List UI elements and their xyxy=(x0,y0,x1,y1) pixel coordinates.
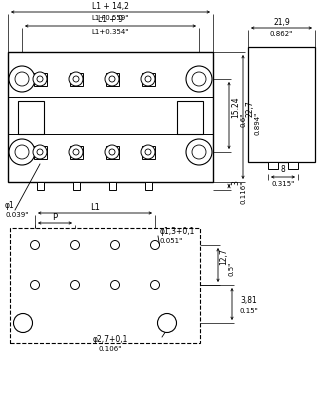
Text: L1 + 9: L1 + 9 xyxy=(98,16,123,24)
Bar xyxy=(106,72,118,86)
Text: φ2,7+0,1: φ2,7+0,1 xyxy=(92,336,128,344)
Circle shape xyxy=(145,76,151,82)
Circle shape xyxy=(69,72,83,86)
Text: 0.116": 0.116" xyxy=(240,180,246,204)
Circle shape xyxy=(109,76,115,82)
Bar xyxy=(8,52,213,182)
Text: 3,81: 3,81 xyxy=(240,296,257,304)
Text: 0.5": 0.5" xyxy=(228,262,234,276)
Circle shape xyxy=(111,280,119,290)
Text: 0.862": 0.862" xyxy=(270,31,293,37)
Text: 15.24: 15.24 xyxy=(232,97,240,118)
Circle shape xyxy=(15,145,29,159)
Circle shape xyxy=(31,280,39,290)
Bar xyxy=(70,72,83,86)
Circle shape xyxy=(186,139,212,165)
Text: L1+0.354": L1+0.354" xyxy=(92,29,129,35)
Bar xyxy=(18,101,44,134)
Text: L1 + 14,2: L1 + 14,2 xyxy=(92,2,129,10)
Text: 0.106": 0.106" xyxy=(98,346,122,352)
Text: L1+0.559": L1+0.559" xyxy=(92,15,129,21)
Text: 22,7: 22,7 xyxy=(245,101,255,117)
Bar xyxy=(268,162,278,169)
Circle shape xyxy=(141,145,155,159)
Bar xyxy=(33,72,47,86)
Circle shape xyxy=(157,314,176,332)
Text: 0.894": 0.894" xyxy=(254,111,260,135)
Circle shape xyxy=(111,240,119,250)
Text: φ1,3+0,1: φ1,3+0,1 xyxy=(160,228,195,236)
Circle shape xyxy=(9,66,35,92)
Circle shape xyxy=(13,314,32,332)
Circle shape xyxy=(33,145,47,159)
Circle shape xyxy=(109,149,115,155)
Bar xyxy=(109,182,115,190)
Bar xyxy=(145,182,152,190)
Bar xyxy=(288,162,298,169)
Circle shape xyxy=(33,72,47,86)
Circle shape xyxy=(145,149,151,155)
Bar xyxy=(36,182,44,190)
Text: 0.315": 0.315" xyxy=(271,181,295,187)
Bar xyxy=(70,146,83,158)
Circle shape xyxy=(151,280,159,290)
Bar xyxy=(106,146,118,158)
Circle shape xyxy=(71,280,79,290)
Circle shape xyxy=(31,240,39,250)
Text: φ1: φ1 xyxy=(5,200,15,210)
Text: 0.15": 0.15" xyxy=(240,308,259,314)
Circle shape xyxy=(9,139,35,165)
Circle shape xyxy=(141,72,155,86)
Circle shape xyxy=(151,240,159,250)
Text: 12,7: 12,7 xyxy=(219,249,229,265)
Circle shape xyxy=(192,72,206,86)
Circle shape xyxy=(186,66,212,92)
Text: P: P xyxy=(52,214,57,222)
Text: 0.039": 0.039" xyxy=(5,212,29,218)
Bar xyxy=(141,146,154,158)
Bar xyxy=(248,47,315,162)
Circle shape xyxy=(71,240,79,250)
Circle shape xyxy=(105,72,119,86)
Text: 0.6": 0.6" xyxy=(240,112,246,127)
Circle shape xyxy=(37,149,43,155)
Bar xyxy=(33,146,47,158)
Text: L1: L1 xyxy=(90,202,100,212)
Bar xyxy=(72,182,79,190)
Circle shape xyxy=(73,76,79,82)
Bar xyxy=(177,101,203,134)
Bar xyxy=(10,228,200,343)
Text: 3: 3 xyxy=(232,180,240,186)
Circle shape xyxy=(192,145,206,159)
Circle shape xyxy=(73,149,79,155)
Bar xyxy=(141,72,154,86)
Text: 21,9: 21,9 xyxy=(273,18,290,26)
Circle shape xyxy=(15,72,29,86)
Text: 8: 8 xyxy=(281,166,285,174)
Text: 0.051": 0.051" xyxy=(160,238,183,244)
Circle shape xyxy=(69,145,83,159)
Circle shape xyxy=(37,76,43,82)
Circle shape xyxy=(105,145,119,159)
